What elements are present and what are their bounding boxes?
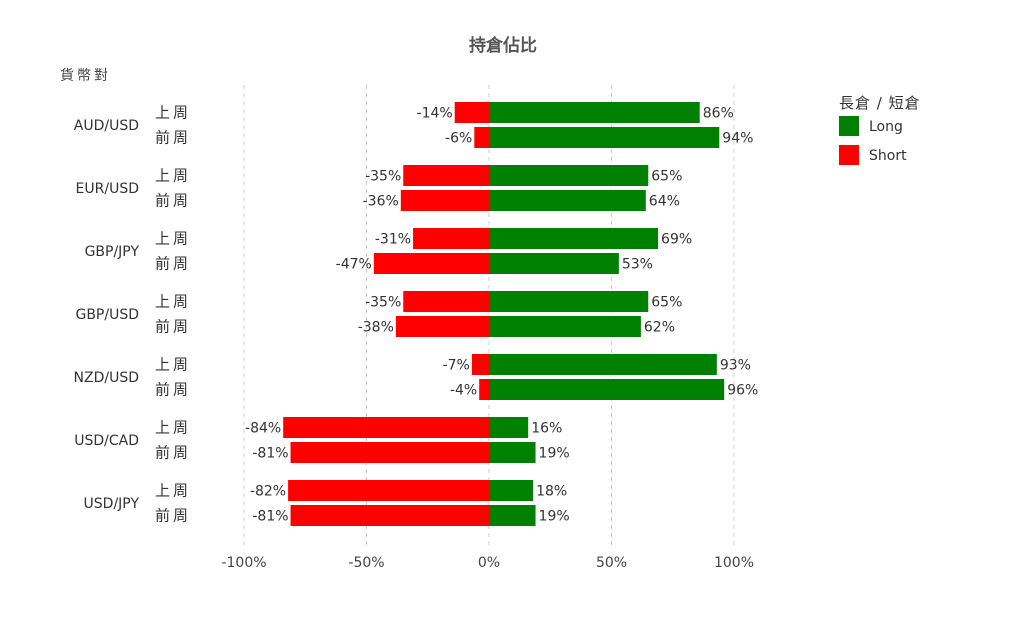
long-bar — [489, 102, 700, 123]
long-value-label: 69% — [661, 232, 692, 248]
short-value-label: -4% — [450, 383, 477, 399]
period-label: 前周 — [155, 381, 191, 399]
period-label: 前周 — [155, 192, 191, 210]
long-value-label: 19% — [539, 509, 570, 525]
period-label: 前周 — [155, 255, 191, 273]
short-value-label: -47% — [336, 257, 372, 273]
short-bar — [288, 480, 489, 501]
long-value-label: 64% — [649, 194, 680, 210]
short-bar — [471, 354, 489, 375]
x-tick-label: 100% — [714, 555, 754, 571]
long-value-label: 18% — [536, 484, 567, 500]
short-bar — [283, 417, 489, 438]
currency-pair-label: GBP/JPY — [85, 244, 140, 260]
period-label: 上周 — [155, 104, 191, 122]
long-bar — [489, 291, 649, 312]
long-bar — [489, 379, 725, 400]
long-value-label: 93% — [720, 358, 751, 374]
legend: 長倉 / 短倉 Long Short — [839, 94, 921, 165]
short-value-label: -14% — [417, 106, 453, 122]
long-bar — [489, 480, 534, 501]
short-bar — [403, 291, 489, 312]
x-tick-label: -50% — [348, 555, 384, 571]
long-value-label: 86% — [703, 106, 734, 122]
short-value-label: -81% — [252, 446, 288, 462]
legend-swatch — [839, 116, 859, 136]
short-bar — [290, 505, 489, 526]
short-value-label: -6% — [445, 131, 472, 147]
currency-pair-label: GBP/USD — [75, 307, 139, 323]
period-label: 上周 — [155, 167, 191, 185]
period-label: 上周 — [155, 230, 191, 248]
x-tick-label: -100% — [221, 555, 266, 571]
currency-pair-label: AUD/USD — [74, 118, 139, 134]
short-value-label: -36% — [363, 194, 399, 210]
period-label: 上周 — [155, 356, 191, 374]
long-bar — [489, 354, 717, 375]
long-value-label: 16% — [531, 421, 562, 437]
period-label: 前周 — [155, 444, 191, 462]
short-bar — [474, 127, 489, 148]
short-value-label: -81% — [252, 509, 288, 525]
long-bar — [489, 165, 649, 186]
labels: AUD/USD 上周 -14% 86% 前周 -6% 94% EUR/USD 上周 -35% 65%… — [74, 104, 759, 525]
chart-title: 持倉佔比 — [469, 35, 537, 56]
period-label: 上周 — [155, 419, 191, 437]
grid-lines — [243, 85, 735, 545]
short-value-label: -35% — [365, 169, 401, 185]
x-axis: -100% -50% 0% 50% 100% — [221, 555, 754, 571]
short-value-label: -35% — [365, 295, 401, 311]
x-tick-label: 0% — [478, 555, 500, 571]
long-bar — [489, 442, 536, 463]
short-bar — [395, 316, 489, 337]
short-value-label: -7% — [443, 358, 470, 374]
short-bar — [454, 102, 489, 123]
period-label: 前周 — [155, 507, 191, 525]
long-bar — [489, 505, 536, 526]
bars — [283, 102, 725, 526]
long-value-label: 62% — [644, 320, 675, 336]
period-label: 前周 — [155, 318, 191, 336]
currency-pair-label: USD/JPY — [84, 496, 140, 512]
long-value-label: 19% — [539, 446, 570, 462]
legend-label: Long — [869, 119, 903, 135]
long-bar — [489, 316, 641, 337]
long-value-label: 96% — [727, 383, 758, 399]
legend-label: Short — [869, 148, 907, 164]
x-tick-label: 50% — [596, 555, 627, 571]
currency-pair-label: USD/CAD — [74, 433, 139, 449]
long-value-label: 65% — [651, 169, 682, 185]
long-bar — [489, 253, 619, 274]
short-bar — [400, 190, 489, 211]
short-value-label: -38% — [358, 320, 394, 336]
y-axis-title: 貨幣對 — [60, 67, 111, 84]
short-value-label: -82% — [250, 484, 286, 500]
currency-pair-label: NZD/USD — [74, 370, 139, 386]
period-label: 上周 — [155, 293, 191, 311]
long-bar — [489, 417, 529, 438]
period-label: 上周 — [155, 482, 191, 500]
short-value-label: -31% — [375, 232, 411, 248]
long-bar — [489, 190, 646, 211]
long-bar — [489, 127, 720, 148]
legend-swatch — [839, 145, 859, 165]
short-value-label: -84% — [245, 421, 281, 437]
short-bar — [413, 228, 489, 249]
short-bar — [290, 442, 489, 463]
period-label: 前周 — [155, 129, 191, 147]
long-bar — [489, 228, 659, 249]
legend-title: 長倉 / 短倉 — [839, 94, 921, 112]
long-value-label: 94% — [722, 131, 753, 147]
short-bar — [373, 253, 489, 274]
long-value-label: 65% — [651, 295, 682, 311]
currency-pair-label: EUR/USD — [76, 181, 139, 197]
short-bar — [479, 379, 489, 400]
long-value-label: 53% — [622, 257, 653, 273]
short-bar — [403, 165, 489, 186]
